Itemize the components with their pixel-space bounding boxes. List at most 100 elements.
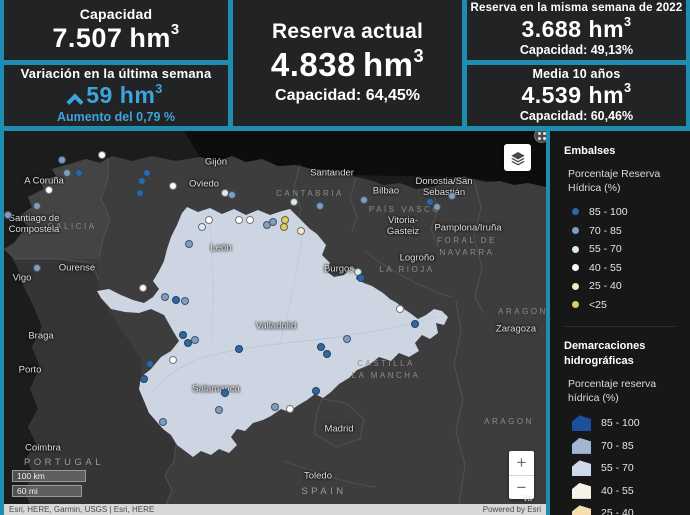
reservoir-dot[interactable] <box>161 293 169 301</box>
reservoir-dot[interactable] <box>215 406 223 414</box>
legend-item-basin: 25 - 40 <box>572 502 682 515</box>
reservoir-dot[interactable] <box>181 297 189 305</box>
reservoir-dot[interactable] <box>426 198 434 206</box>
scale-bar: 100 km 60 mi <box>12 467 86 497</box>
legend-item-label: 40 - 55 <box>589 261 622 274</box>
reservoir-dot[interactable] <box>290 198 298 206</box>
reservoir-dot[interactable] <box>185 240 193 248</box>
reservoir-dot[interactable] <box>179 331 187 339</box>
reservoir-dot[interactable] <box>45 186 53 194</box>
reservoir-dot[interactable] <box>235 216 243 224</box>
reservoir-dot[interactable] <box>228 191 236 199</box>
legend-reservoirs-subtitle: Porcentaje Reserva Hídrica (%) <box>568 168 661 195</box>
capacity-value: 7.507 hm3 <box>52 22 180 53</box>
legend-reservoirs-title: Embalses <box>564 145 616 157</box>
reservoir-dot[interactable] <box>323 350 331 358</box>
legend-item-label: 55 - 70 <box>601 462 634 475</box>
reservoir-dot[interactable] <box>316 202 324 210</box>
legend-item-reservoir: 85 - 100 <box>572 203 682 222</box>
stat-panel-weekly-change: Variación en la última semana 59 hm3 Aume… <box>4 65 228 126</box>
zoom-out-button[interactable]: − <box>509 475 534 499</box>
reservoir-dot[interactable] <box>246 216 254 224</box>
legend-dot-swatch <box>572 264 579 272</box>
reservoir-dot[interactable] <box>411 320 419 328</box>
reservoir-dot[interactable] <box>205 216 213 224</box>
legend-polygon-swatch <box>572 415 591 432</box>
weekly-change-value: 59 hm3 <box>66 82 163 111</box>
reservoir-dot[interactable] <box>271 403 279 411</box>
legend-polygon-swatch <box>572 437 591 454</box>
reservoir-dot[interactable] <box>317 343 325 351</box>
legend-item-label: 55 - 70 <box>589 243 622 256</box>
reservoir-dot[interactable] <box>286 405 294 413</box>
reservoir-dot[interactable] <box>169 182 177 190</box>
duero-basin-polygon <box>97 207 448 457</box>
reservoir-dot[interactable] <box>139 284 147 292</box>
weekly-change-title: Variación en la última semana <box>20 66 212 82</box>
current-reserve-sub: Capacidad: 64,45% <box>275 87 420 105</box>
reservoir-dot[interactable] <box>140 375 148 383</box>
reservoir-dot[interactable] <box>396 305 404 313</box>
avg-sub: Capacidad: 60,46% <box>519 109 634 124</box>
reservoir-dot[interactable] <box>75 169 83 177</box>
reservoir-dot[interactable] <box>169 356 177 364</box>
reservoir-dot[interactable] <box>235 345 243 353</box>
reservoir-dot[interactable] <box>146 360 154 368</box>
reservoir-dot[interactable] <box>159 418 167 426</box>
legend-dot-swatch <box>572 208 579 216</box>
reservoir-dot[interactable] <box>297 227 305 235</box>
same-week-title: Reserva en la misma semana de 2022 <box>470 2 683 15</box>
reservoir-dot[interactable] <box>280 223 288 231</box>
reservoir-dot[interactable] <box>198 223 206 231</box>
legend-item-label: 70 - 85 <box>601 439 634 452</box>
same-week-sub: Capacidad: 49,13% <box>519 43 634 58</box>
reservoir-dot[interactable] <box>191 336 199 344</box>
reservoir-dot[interactable] <box>98 151 106 159</box>
reservoir-dot[interactable] <box>312 387 320 395</box>
legend-dot-swatch <box>572 245 579 253</box>
map-widget-badge[interactable] <box>534 131 546 143</box>
map-canvas[interactable]: GALICIA CANTABRIA PAÍS VASCO FORAL DE NAVAR… <box>4 131 546 515</box>
reservoir-dot[interactable] <box>221 389 229 397</box>
legend-item-basin: 70 - 85 <box>572 435 682 458</box>
legend-polygon-swatch <box>572 505 591 515</box>
reservoir-dot[interactable] <box>33 202 41 210</box>
reservoir-dot[interactable] <box>143 169 151 177</box>
legend-item-reservoir: 70 - 85 <box>572 221 682 240</box>
reservoir-dot[interactable] <box>138 177 146 185</box>
legend-basins-title: Demarcaciones hidrográficas <box>564 340 646 367</box>
current-reserve-value: 4.838 hm3 <box>270 45 425 84</box>
reservoir-dot[interactable] <box>172 296 180 304</box>
reservoir-dot[interactable] <box>360 196 368 204</box>
legend-dot-swatch <box>572 301 579 309</box>
reservoir-dot[interactable] <box>357 274 365 282</box>
legend-panel: Embalses Porcentaje Reserva Hídrica (%) … <box>550 131 690 515</box>
reservoir-dot[interactable] <box>343 335 351 343</box>
legend-item-basin: 55 - 70 <box>572 457 682 480</box>
trend-up-icon <box>66 93 84 111</box>
reservoir-dot[interactable] <box>33 264 41 272</box>
legend-item-label: 85 - 100 <box>601 417 640 430</box>
reservoir-dot[interactable] <box>58 156 66 164</box>
legend-divider <box>564 326 676 328</box>
legend-item-basin: 85 - 100 <box>572 412 682 435</box>
layers-icon <box>510 151 525 165</box>
current-reserve-title: Reserva actual <box>271 20 424 44</box>
reservoir-dot[interactable] <box>63 169 71 177</box>
legend-item-reservoir: 40 - 55 <box>572 258 682 277</box>
layers-button[interactable] <box>504 144 531 171</box>
legend-item-reservoir: 25 - 40 <box>572 277 682 296</box>
reservoir-dot[interactable] <box>269 218 277 226</box>
powered-by-esri[interactable]: Powered by Esri <box>482 505 541 514</box>
basemap <box>4 131 546 515</box>
stat-panel-capacity: Capacidad 7.507 hm3 <box>4 0 228 60</box>
reservoir-dot[interactable] <box>433 203 441 211</box>
reservoir-dot[interactable] <box>136 189 144 197</box>
reservoir-dot[interactable] <box>448 192 456 200</box>
scale-km: 100 km <box>12 470 86 482</box>
stat-panel-same-week-2022: Reserva en la misma semana de 2022 3.688… <box>467 0 686 60</box>
reservoir-dot[interactable] <box>4 211 12 219</box>
weekly-change-sub: Aumento del 0,79 % <box>56 109 176 124</box>
zoom-in-button[interactable]: + <box>516 453 527 472</box>
